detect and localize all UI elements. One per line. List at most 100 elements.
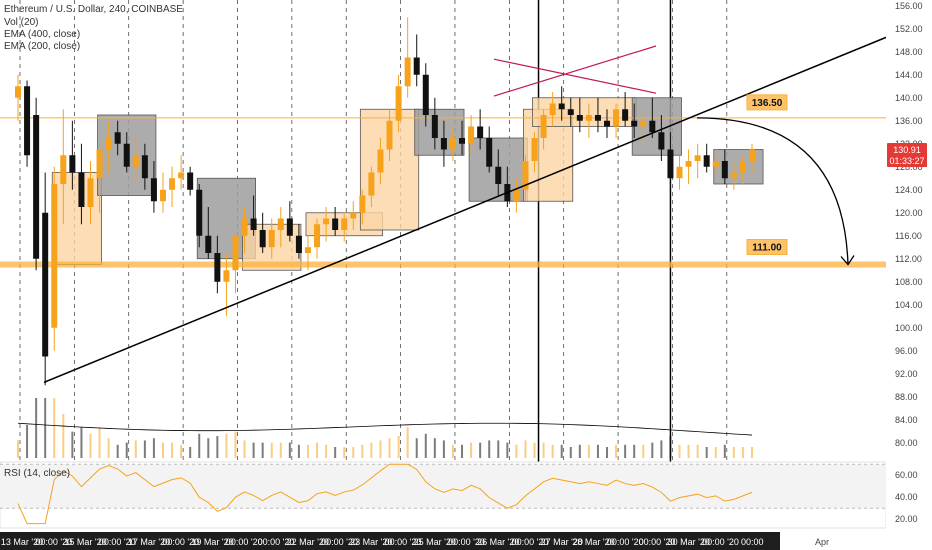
volume-bar [651, 442, 654, 458]
candle-body [558, 103, 565, 110]
volume-bar [243, 440, 246, 458]
candle-body [69, 155, 76, 173]
volume-bar [316, 442, 319, 458]
candle-body [649, 120, 656, 133]
candle-body [395, 86, 402, 121]
price-tick-label: 148.00 [895, 47, 923, 57]
volume-bar [578, 444, 581, 458]
candle-body [159, 189, 166, 202]
price-tick-label: 112.00 [895, 254, 922, 264]
level-label: 111.00 [752, 243, 782, 254]
volume-bar [98, 427, 101, 458]
volume-bar [714, 447, 717, 458]
candle-body [314, 224, 321, 248]
volume-bar [642, 444, 645, 458]
candle-body [477, 126, 484, 138]
candle-body [549, 103, 556, 115]
price-tick-label: 144.00 [895, 70, 923, 80]
volume-bar [325, 444, 328, 458]
volume-bar [53, 398, 56, 458]
volume-bar [180, 444, 183, 458]
candle-body [676, 166, 683, 179]
price-tick-label: 80.00 [895, 438, 918, 448]
candle-body [540, 115, 547, 138]
candle-body [449, 138, 456, 150]
candle-body [232, 235, 239, 271]
current-price-tag [887, 143, 927, 168]
candle-body [178, 172, 185, 179]
cross-line-up [493, 45, 657, 97]
time-tick-label: 00:00 '20 [639, 537, 676, 547]
volume-bar [80, 427, 83, 458]
candle-body [15, 86, 21, 98]
volume-bar [207, 438, 210, 458]
volume-bar [687, 444, 690, 458]
candle-body [667, 149, 674, 179]
candle-body [78, 172, 85, 207]
volume-bar [406, 427, 409, 458]
volume-bar [415, 438, 418, 458]
candle-body [214, 253, 221, 282]
price-tick-label: 124.00 [895, 185, 923, 195]
price-tick-label: 88.00 [895, 392, 918, 402]
candle-body [132, 155, 139, 167]
volume-bar [288, 442, 291, 458]
time-tick-label: 28 Mar '20 [572, 537, 614, 547]
rsi-label: RSI (14, close) [4, 468, 71, 479]
candle-body [51, 184, 58, 328]
volume-bar [587, 444, 590, 458]
candle-body [277, 218, 284, 230]
price-tick-label: 92.00 [895, 369, 918, 379]
volume-bar [524, 440, 527, 458]
volume-bar [388, 438, 391, 458]
candle-body [594, 115, 601, 121]
time-tick-label: 00:00 '20 [321, 537, 358, 547]
candle-body [368, 172, 375, 196]
candle-body [123, 143, 130, 167]
volume-bar [515, 444, 518, 458]
legend-volume: Vol (20) [4, 17, 39, 28]
current-price-value: 130.91 [893, 145, 921, 155]
volume-bar [334, 447, 337, 458]
volume-bar [660, 440, 663, 458]
level-label-box [746, 94, 788, 111]
time-tick-label: 00:00 '20 [512, 537, 549, 547]
chart-title: Ethereum / U.S. Dollar, 240, COINBASE [4, 4, 183, 15]
price-tick-label: 152.00 [895, 24, 923, 34]
price-tick-label: 116.00 [895, 231, 922, 241]
time-tick-label: 00:00 '20 [35, 537, 72, 547]
volume-bar [89, 433, 92, 458]
volume-bar [17, 440, 19, 458]
candle-body [622, 109, 629, 121]
candle-body [323, 218, 330, 225]
range-box [532, 97, 637, 127]
candle-body [295, 235, 302, 253]
candle-body [585, 115, 592, 121]
rsi-tick-label: 20.00 [895, 514, 918, 524]
volume-bar [497, 440, 500, 458]
volume-bar [479, 442, 482, 458]
time-tick-label: 00:00 '20 [702, 537, 739, 547]
rsi-tick-label: 40.00 [895, 492, 918, 502]
candle-body [640, 120, 647, 127]
volume-bar [279, 442, 282, 458]
candle-body [386, 120, 393, 150]
price-tick-label: 156.00 [895, 1, 923, 11]
price-tick-label: 84.00 [895, 415, 918, 425]
volume-bar [261, 442, 264, 458]
volume-bar [488, 440, 491, 458]
support-band [0, 261, 886, 268]
candle-body [141, 155, 148, 179]
candle-body [495, 166, 502, 184]
volume-bar [678, 444, 681, 458]
volume-bar [533, 442, 536, 458]
volume-bar [225, 433, 228, 458]
volume-bar [696, 444, 699, 458]
candle-body [359, 195, 366, 213]
volume-bar [751, 447, 753, 458]
candle-body [567, 109, 574, 115]
candle-body [259, 230, 266, 248]
candle-body [440, 138, 447, 150]
volume-bar [35, 398, 38, 458]
